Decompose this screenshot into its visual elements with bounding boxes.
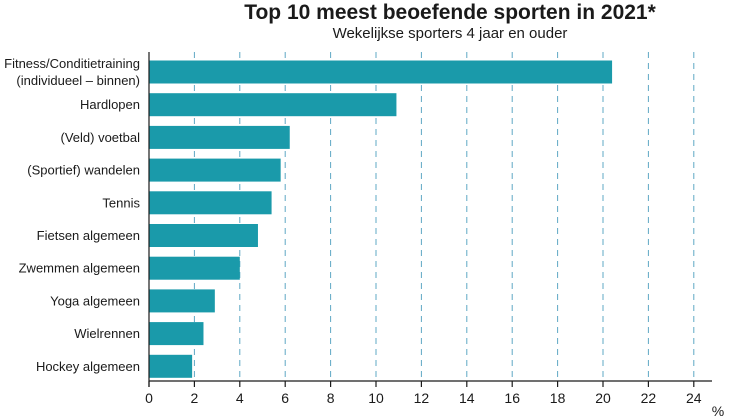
- bar-2: [149, 125, 290, 149]
- x-tick-label-12: 12: [414, 390, 430, 406]
- x-tick-label-18: 18: [550, 390, 566, 406]
- x-unit-label: %: [712, 403, 724, 418]
- category-labels: Fitness/Conditietraining (individueel – b…: [4, 56, 140, 374]
- bars: [149, 60, 613, 378]
- bar-1: [149, 93, 397, 117]
- x-tick-label-8: 8: [327, 390, 335, 406]
- chart-subtitle: Wekelijkse sporters 4 jaar en ouder: [332, 25, 568, 42]
- bar-0: [149, 60, 613, 84]
- x-tick-label-20: 20: [595, 390, 611, 406]
- x-tick-label-10: 10: [368, 390, 384, 406]
- bar-7: [149, 289, 215, 313]
- bar-4: [149, 191, 272, 215]
- category-label-5: Fietsen algemeen: [37, 228, 140, 243]
- x-tick-label-24: 24: [686, 390, 702, 406]
- x-tick-label-2: 2: [191, 390, 199, 406]
- x-tick-label-0: 0: [145, 390, 153, 406]
- bar-8: [149, 322, 204, 346]
- category-label-8: Wielrennen: [74, 326, 140, 341]
- category-label-6: Zwemmen algemeen: [19, 261, 140, 276]
- bar-9: [149, 354, 193, 378]
- x-tick-label-22: 22: [641, 390, 657, 406]
- category-label-1: Hardlopen: [80, 97, 140, 112]
- category-label-0: Fitness/Conditietraining (individueel – b…: [4, 56, 140, 88]
- bar-3: [149, 158, 281, 182]
- category-label-3: (Sportief) wandelen: [27, 163, 140, 178]
- x-axis: 0 2 4 6 8 10 12 14 16 18 20 22 24%: [145, 52, 724, 418]
- chart-title: Top 10 meest beoefende sporten in 2021*: [244, 1, 656, 24]
- x-tick-label-6: 6: [281, 390, 289, 406]
- bar-5: [149, 224, 258, 247]
- category-label-7: Yoga algemeen: [50, 293, 140, 308]
- x-tick-label-4: 4: [236, 390, 244, 406]
- category-label-4: Tennis: [102, 195, 140, 210]
- category-label-2: (Veld) voetbal: [61, 130, 141, 145]
- x-tick-label-16: 16: [504, 390, 520, 406]
- bar-6: [149, 256, 240, 280]
- x-tick-label-14: 14: [459, 390, 475, 406]
- category-label-9: Hockey algemeen: [36, 359, 140, 374]
